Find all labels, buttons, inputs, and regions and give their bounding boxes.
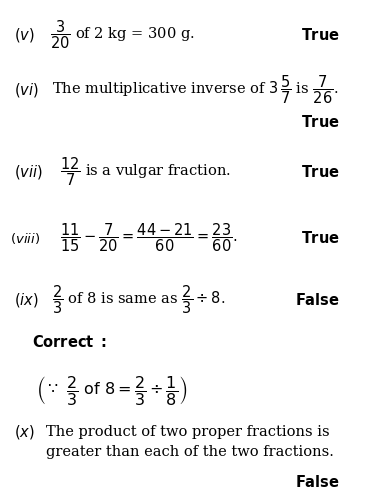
Text: $\left(\because\ \dfrac{2}{3}\ \mathrm{of}\ 8 = \dfrac{2}{3} \div \dfrac{1}{8}\r: $\left(\because\ \dfrac{2}{3}\ \mathrm{o… bbox=[36, 373, 187, 407]
Text: $\mathbf{True}$: $\mathbf{True}$ bbox=[301, 27, 340, 43]
Text: greater than each of the two fractions.: greater than each of the two fractions. bbox=[46, 445, 334, 459]
Text: $\dfrac{3}{20}$ of 2 kg = 300 g.: $\dfrac{3}{20}$ of 2 kg = 300 g. bbox=[50, 19, 195, 51]
Text: $\mathbf{Correct\ :}$: $\mathbf{Correct\ :}$ bbox=[32, 334, 107, 350]
Text: $\mathbf{True}$: $\mathbf{True}$ bbox=[301, 114, 340, 130]
Text: $(vii)$: $(vii)$ bbox=[14, 163, 43, 181]
Text: The multiplicative inverse of $3\,\dfrac{5}{7}$ is $\dfrac{7}{26}$.: The multiplicative inverse of $3\,\dfrac… bbox=[52, 74, 338, 106]
Text: $\dfrac{2}{3}$ of 8 is same as $\dfrac{2}{3} \div 8$.: $\dfrac{2}{3}$ of 8 is same as $\dfrac{2… bbox=[52, 284, 225, 316]
Text: $\mathbf{False}$: $\mathbf{False}$ bbox=[295, 474, 340, 490]
Text: $(v)$: $(v)$ bbox=[14, 26, 35, 44]
Text: $(ix)$: $(ix)$ bbox=[14, 291, 39, 309]
Text: $\dfrac{12}{7}$ is a vulgar fraction.: $\dfrac{12}{7}$ is a vulgar fraction. bbox=[60, 156, 231, 188]
Text: The product of two proper fractions is: The product of two proper fractions is bbox=[46, 425, 330, 439]
Text: $(vi)$: $(vi)$ bbox=[14, 81, 39, 99]
Text: $(viii)$: $(viii)$ bbox=[10, 231, 40, 246]
Text: $\dfrac{11}{15} - \dfrac{7}{20} = \dfrac{44-21}{60} = \dfrac{23}{60}.$: $\dfrac{11}{15} - \dfrac{7}{20} = \dfrac… bbox=[60, 222, 237, 254]
Text: $\mathbf{True}$: $\mathbf{True}$ bbox=[301, 164, 340, 180]
Text: $\mathbf{False}$: $\mathbf{False}$ bbox=[295, 292, 340, 308]
Text: $\mathbf{True}$: $\mathbf{True}$ bbox=[301, 230, 340, 246]
Text: $(x)$: $(x)$ bbox=[14, 423, 35, 441]
